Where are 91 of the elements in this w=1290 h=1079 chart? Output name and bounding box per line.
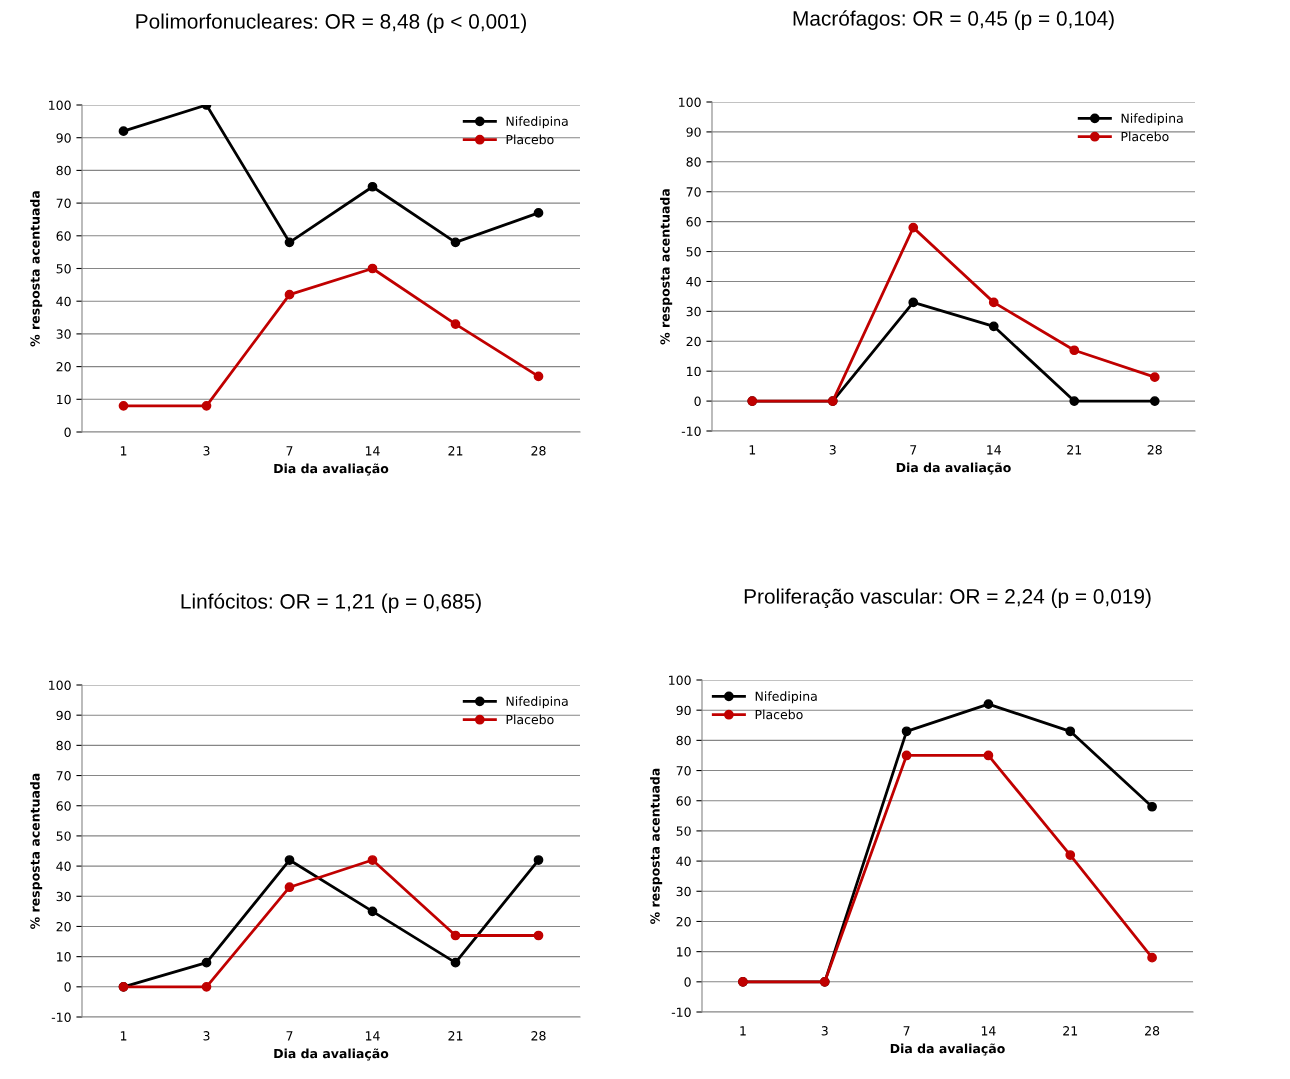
x-tick-label: 3 [821, 1026, 828, 1036]
chart-title: Polimorfonucleares: OR = 8,48 (p < 0,001) [136, 13, 526, 33]
y-tick-label: 10 [687, 366, 701, 377]
x-tick-label: 14 [365, 1031, 380, 1041]
y-tick-label: 0 [694, 396, 701, 407]
y-tick-label: 60 [56, 801, 71, 811]
y-tick-label: 20 [686, 336, 701, 347]
y-tick-label: 100 [679, 97, 701, 107]
y-axis-title: % resposta acentuada [30, 773, 43, 929]
y-tick-label: 40 [56, 861, 71, 872]
y-tick-label: 30 [686, 306, 701, 317]
y-tick-label: 30 [56, 891, 71, 902]
x-tick-label: 14 [981, 1026, 996, 1036]
legend-label: Nifedipina [1121, 113, 1183, 126]
y-tick-label: 20 [676, 916, 691, 927]
y-axis-title: % resposta acentuada [30, 191, 43, 347]
y-tick-label: 50 [686, 247, 701, 257]
y-tick-label: 70 [676, 766, 691, 776]
y-tick-label: 80 [676, 735, 691, 746]
y-tick-label: 10 [57, 394, 71, 405]
x-tick-label: 28 [531, 1031, 546, 1041]
x-tick-label: 21 [448, 1031, 463, 1041]
y-tick-label: 100 [49, 100, 71, 110]
x-axis-title: Dia da avaliação [890, 1043, 1005, 1056]
y-tick-label: 30 [56, 329, 71, 339]
x-tick-label: 21 [448, 446, 463, 456]
chart-title: Macrófagos: OR = 0,45 (p = 0,104) [793, 10, 1114, 30]
y-tick-label: -10 [681, 426, 701, 436]
legend-label: Nifedipina [506, 696, 568, 709]
y-tick-label: 90 [676, 705, 691, 716]
y-tick-label: 60 [56, 231, 71, 241]
x-axis-title: Dia da avaliação [896, 462, 1011, 475]
y-tick-label: 50 [676, 826, 691, 836]
y-tick-label: 60 [676, 796, 691, 806]
y-tick-label: 40 [676, 856, 691, 867]
y-tick-label: -10 [51, 1012, 71, 1022]
chart-title: Linfócitos: OR = 1,21 (p = 0,685) [181, 593, 481, 613]
y-tick-label: 50 [56, 263, 71, 274]
y-tick-label: -10 [671, 1007, 691, 1017]
y-tick-label: 60 [686, 217, 701, 227]
x-tick-label: 28 [1145, 1026, 1160, 1036]
y-tick-label: 80 [686, 157, 701, 167]
x-axis-title: Dia da avaliação [274, 1048, 389, 1061]
x-tick-label: 7 [903, 1026, 910, 1036]
legend-label: Nifedipina [506, 116, 568, 129]
x-tick-label: 21 [1063, 1026, 1078, 1036]
x-tick-label: 7 [286, 1031, 293, 1041]
y-tick-label: 10 [57, 952, 71, 962]
legend-label: Placebo [506, 714, 554, 725]
y-tick-label: 70 [56, 771, 71, 781]
x-tick-label: 21 [1067, 445, 1082, 455]
x-tick-label: 14 [365, 446, 380, 456]
x-tick-label: 28 [531, 446, 546, 456]
x-tick-label: 3 [203, 1031, 210, 1041]
x-tick-label: 1 [749, 445, 756, 455]
y-tick-label: 0 [684, 977, 691, 987]
legend-label: Placebo [755, 709, 803, 720]
x-tick-label: 28 [1147, 445, 1162, 455]
x-tick-label: 7 [286, 446, 293, 456]
y-tick-label: 0 [64, 427, 71, 437]
y-tick-label: 30 [676, 886, 691, 897]
y-tick-label: 90 [56, 710, 71, 721]
y-tick-label: 50 [56, 831, 71, 841]
y-tick-label: 20 [56, 921, 71, 932]
x-tick-label: 3 [203, 446, 210, 456]
x-tick-label: 1 [740, 1026, 746, 1036]
y-tick-label: 40 [56, 296, 71, 307]
y-tick-label: 90 [56, 133, 71, 143]
x-tick-label: 1 [120, 1031, 127, 1041]
y-tick-label: 80 [56, 740, 71, 751]
x-tick-label: 3 [829, 445, 836, 455]
x-axis-title: Dia da avaliação [274, 463, 389, 476]
legend-label: Placebo [1121, 131, 1169, 142]
y-tick-label: 80 [56, 165, 71, 176]
y-tick-label: 100 [669, 675, 691, 685]
x-tick-label: 1 [120, 446, 127, 456]
chart-title: Proliferação vascular: OR = 2,24 (p = 0,019) [744, 588, 1151, 609]
y-tick-label: 10 [677, 947, 691, 957]
y-tick-label: 70 [56, 198, 71, 209]
legend-label: Nifedipina [755, 691, 817, 704]
y-tick-label: 20 [56, 362, 71, 372]
legend-label: Placebo [506, 134, 554, 145]
y-tick-label: 0 [64, 982, 71, 992]
y-tick-label: 90 [686, 127, 701, 137]
x-tick-label: 14 [987, 445, 1001, 455]
y-axis-title: % resposta acentuada [650, 768, 663, 924]
x-tick-label: 7 [910, 445, 917, 455]
y-tick-label: 100 [49, 680, 71, 690]
y-axis-title: % resposta acentuada [660, 189, 673, 345]
y-tick-label: 40 [686, 276, 701, 287]
y-tick-label: 70 [686, 187, 701, 197]
